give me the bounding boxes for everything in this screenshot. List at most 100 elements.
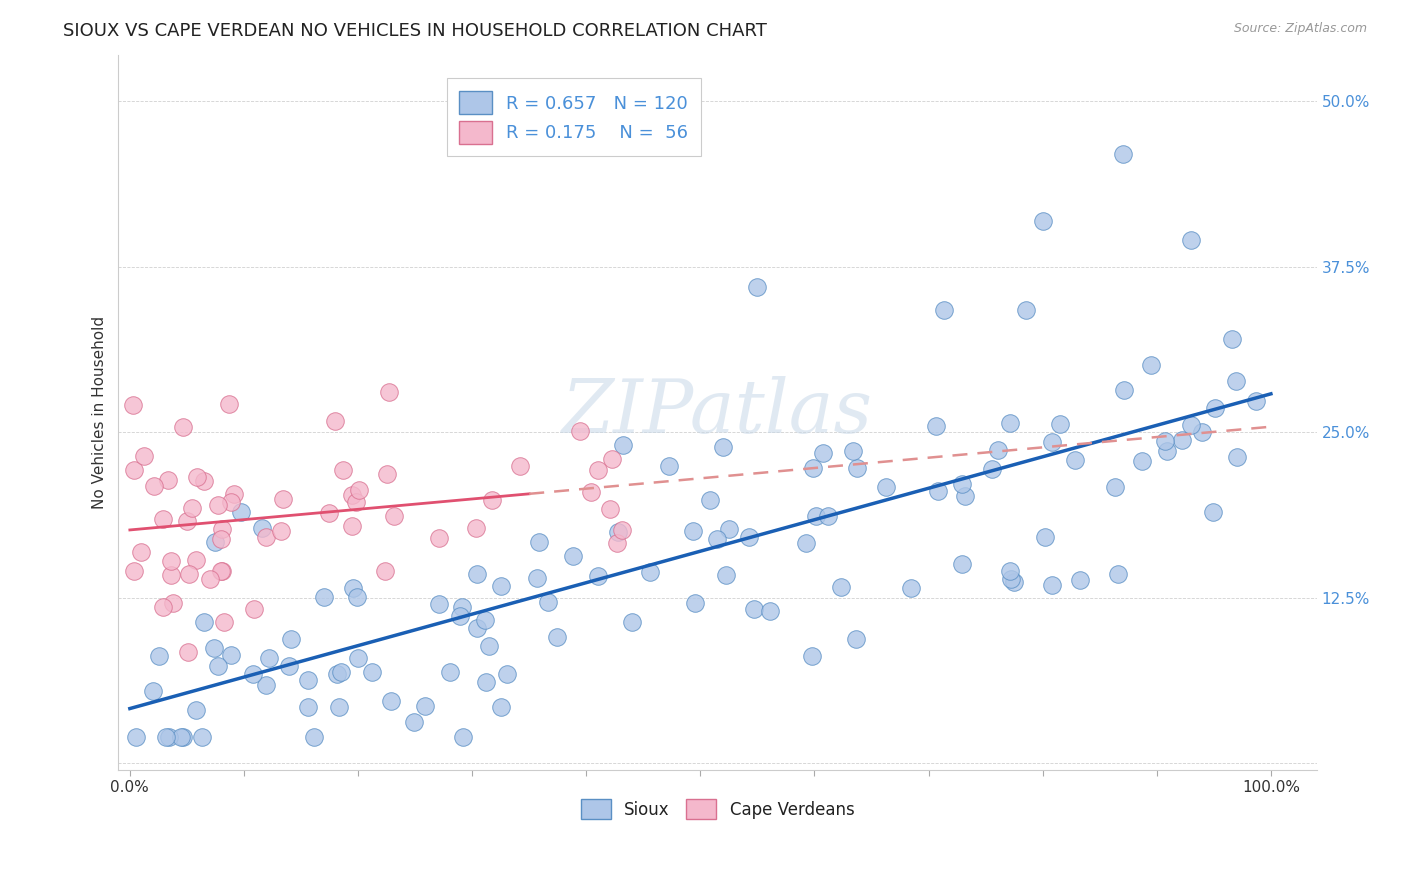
Point (711, 440, 734, 454)
Point (218, 397, 240, 411)
Point (429, 597, 451, 611)
Point (193, 474, 215, 488)
Point (413, 699, 436, 714)
Point (489, 579, 512, 593)
Point (900, 581, 922, 595)
Point (830, 580, 852, 594)
Point (953, 489, 976, 503)
Point (527, 535, 550, 549)
Point (346, 590, 368, 604)
Point (875, 480, 897, 494)
Point (332, 463, 354, 477)
Point (489, 700, 512, 714)
Point (998, 564, 1021, 578)
Point (211, 522, 233, 536)
Point (451, 600, 474, 615)
Point (759, 604, 782, 618)
Point (122, 564, 145, 578)
Point (1040, 435, 1063, 450)
Point (143, 478, 166, 492)
Point (122, 398, 145, 412)
Point (148, 648, 170, 663)
Point (404, 714, 426, 729)
Point (231, 505, 253, 519)
Point (987, 443, 1010, 458)
Point (612, 523, 634, 537)
Point (845, 632, 868, 646)
Point (347, 483, 370, 498)
Point (243, 601, 266, 615)
Point (1225, 374, 1247, 388)
Point (465, 521, 488, 535)
Point (254, 678, 277, 692)
Point (568, 424, 591, 438)
Point (998, 416, 1021, 430)
Point (297, 700, 319, 714)
Point (129, 544, 152, 558)
Point (177, 645, 200, 659)
Point (297, 673, 319, 687)
Point (378, 385, 401, 400)
Point (981, 462, 1004, 476)
Point (811, 446, 834, 460)
Point (152, 599, 174, 614)
Point (1002, 574, 1025, 589)
Point (329, 665, 352, 679)
Point (373, 564, 395, 578)
Point (162, 596, 184, 610)
Point (157, 473, 180, 487)
Point (1225, 450, 1247, 465)
Point (1201, 505, 1223, 519)
Point (198, 572, 221, 586)
Point (180, 500, 202, 515)
Point (658, 459, 681, 474)
Point (340, 518, 363, 533)
Point (546, 630, 568, 644)
Point (706, 532, 728, 546)
Point (600, 452, 623, 467)
Point (467, 566, 489, 581)
Point (254, 530, 277, 544)
Point (738, 530, 761, 544)
Point (344, 494, 367, 508)
Point (581, 485, 603, 500)
Point (170, 730, 193, 744)
Point (606, 535, 628, 549)
Point (429, 531, 451, 545)
Legend: Sioux, Cape Verdeans: Sioux, Cape Verdeans (574, 792, 860, 826)
Point (801, 648, 824, 663)
Point (927, 483, 949, 498)
Point (950, 476, 973, 491)
Point (537, 595, 560, 609)
Point (509, 459, 531, 474)
Point (314, 591, 336, 605)
Point (925, 418, 948, 433)
Point (134, 449, 156, 463)
Point (361, 665, 384, 679)
Text: Source: ZipAtlas.com: Source: ZipAtlas.com (1233, 22, 1367, 36)
Point (1000, 573, 1022, 587)
Point (1107, 567, 1129, 582)
Point (683, 596, 706, 610)
Point (278, 658, 301, 673)
Point (1033, 530, 1056, 544)
Point (439, 665, 461, 680)
Point (380, 694, 402, 708)
Point (841, 443, 863, 458)
Point (1154, 434, 1177, 449)
Point (160, 568, 183, 582)
Point (193, 615, 215, 630)
Point (323, 414, 346, 428)
Point (342, 582, 364, 596)
Point (280, 632, 302, 646)
Point (621, 615, 644, 629)
Point (250, 521, 273, 535)
Point (209, 532, 232, 546)
Point (1220, 332, 1243, 346)
Point (451, 730, 474, 744)
Point (717, 522, 740, 536)
Point (599, 502, 621, 516)
Point (794, 536, 817, 550)
Point (699, 493, 721, 508)
Point (375, 467, 398, 481)
